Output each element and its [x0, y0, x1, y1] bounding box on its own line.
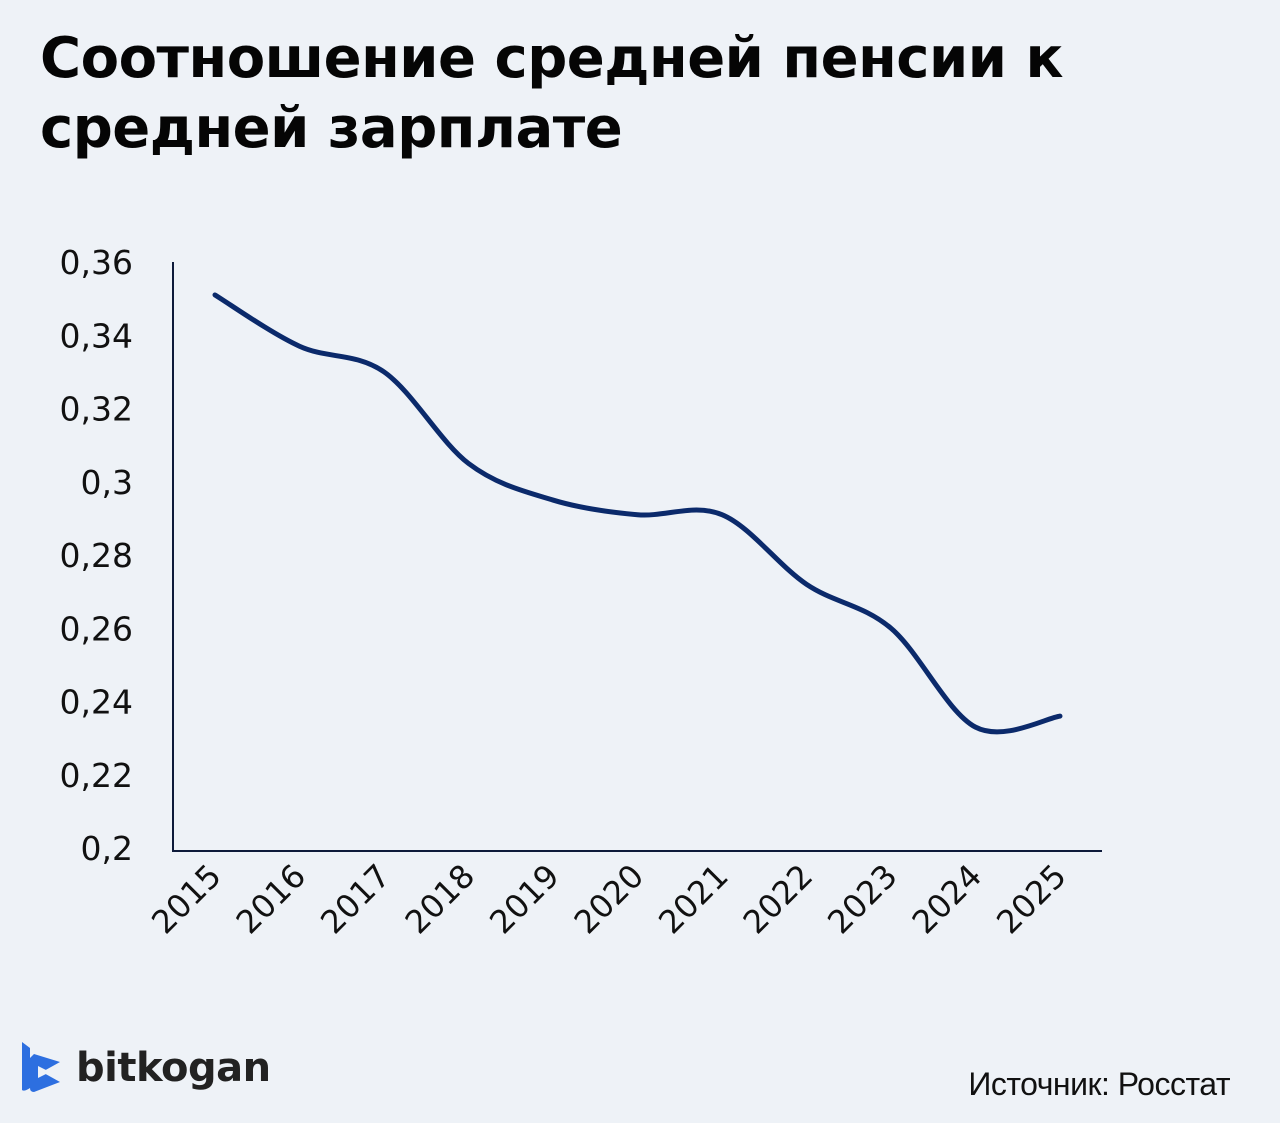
y-tick-label: 0,26	[60, 609, 133, 648]
x-tick-label: 2018	[398, 857, 482, 941]
brand-logo: bitkogan	[20, 1040, 271, 1096]
y-tick-label: 0,3	[81, 463, 133, 502]
series-line	[212, 292, 1063, 735]
y-tick-label: 0,2	[81, 829, 133, 868]
y-tick-label: 0,24	[60, 683, 133, 722]
x-tick-label: 2020	[567, 857, 651, 941]
x-tick-label: 2023	[820, 857, 904, 941]
brand-name: bitkogan	[76, 1045, 271, 1091]
x-tick-label: 2017	[313, 857, 397, 941]
x-tick-label: 2024	[905, 857, 989, 941]
x-tick-label: 2021	[651, 857, 735, 941]
y-tick-label: 0,32	[60, 390, 133, 429]
y-tick-label: 0,34	[60, 316, 133, 355]
x-tick-label: 2019	[482, 857, 566, 941]
x-tick-label: 2022	[736, 857, 820, 941]
source-note: Источник: Росстат	[968, 1066, 1230, 1102]
x-tick-label: 2015	[144, 857, 228, 941]
y-tick-label: 0,36	[60, 243, 133, 282]
y-tick-label: 0,22	[60, 756, 133, 795]
x-axis-ticks: 2015 2016 2017 2018 2019 2020 2021 2022 2023 2024…	[144, 857, 1073, 941]
y-tick-label: 0,28	[60, 536, 133, 575]
y-axis-ticks: 0,36 0,34 0,32 0,3 0,28 0,26 0,24 0,22 0,2	[60, 243, 133, 868]
chart-title: Соотношение средней пенсии к средней зар…	[40, 26, 1063, 161]
x-tick-label: 2016	[229, 857, 313, 941]
x-tick-label: 2025	[989, 857, 1073, 941]
bitkogan-logo-icon	[22, 1042, 60, 1092]
